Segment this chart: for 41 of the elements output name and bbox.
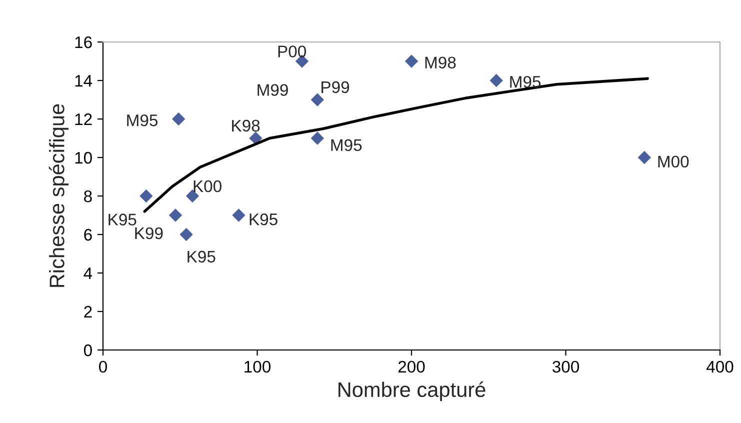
annotation: K99 xyxy=(135,227,163,240)
y-tick-label: 16 xyxy=(75,36,92,48)
point xyxy=(249,132,262,145)
point xyxy=(638,150,652,164)
y-tick-label: 2 xyxy=(84,306,92,318)
annotation: K95 xyxy=(108,214,136,226)
annotation: M99 xyxy=(258,84,288,96)
annotation: K95 xyxy=(188,250,216,263)
y-tick-label: 6 xyxy=(84,228,92,241)
x-tick-label: 400 xyxy=(706,360,734,373)
point xyxy=(490,74,503,88)
annotation: M95 xyxy=(127,114,158,126)
y-axis-title: Richesse spécifique xyxy=(48,104,68,287)
y-tick-label: 14 xyxy=(75,75,92,87)
y-tick-label: 4 xyxy=(84,268,92,280)
x-axis-title: Nombre capturé xyxy=(338,382,486,402)
point xyxy=(168,208,182,222)
annotation: P00 xyxy=(278,46,306,58)
x-tick-label: 200 xyxy=(398,360,425,373)
point xyxy=(232,208,246,222)
point xyxy=(172,112,186,126)
point xyxy=(404,54,418,68)
point xyxy=(180,228,193,242)
annotation: M00 xyxy=(658,156,689,168)
point xyxy=(140,189,153,203)
point xyxy=(310,132,324,145)
annotation: M95 xyxy=(331,139,362,152)
annotation: K00 xyxy=(194,180,222,192)
y-tick-label: 10 xyxy=(75,152,92,164)
annotation: P99 xyxy=(322,81,350,94)
point xyxy=(310,93,324,106)
x-tick-label: 100 xyxy=(244,360,271,373)
x-tick-label: 0 xyxy=(99,360,107,373)
y-tick-label: 0 xyxy=(84,344,92,356)
annotation: M98 xyxy=(425,56,456,68)
annotation: M95 xyxy=(510,76,541,88)
y-tick-label: 12 xyxy=(75,113,92,126)
x-tick-label: 300 xyxy=(552,360,580,373)
annotation: K95 xyxy=(250,213,278,226)
annotation: K98 xyxy=(232,120,260,132)
y-tick-label: 8 xyxy=(84,190,92,202)
